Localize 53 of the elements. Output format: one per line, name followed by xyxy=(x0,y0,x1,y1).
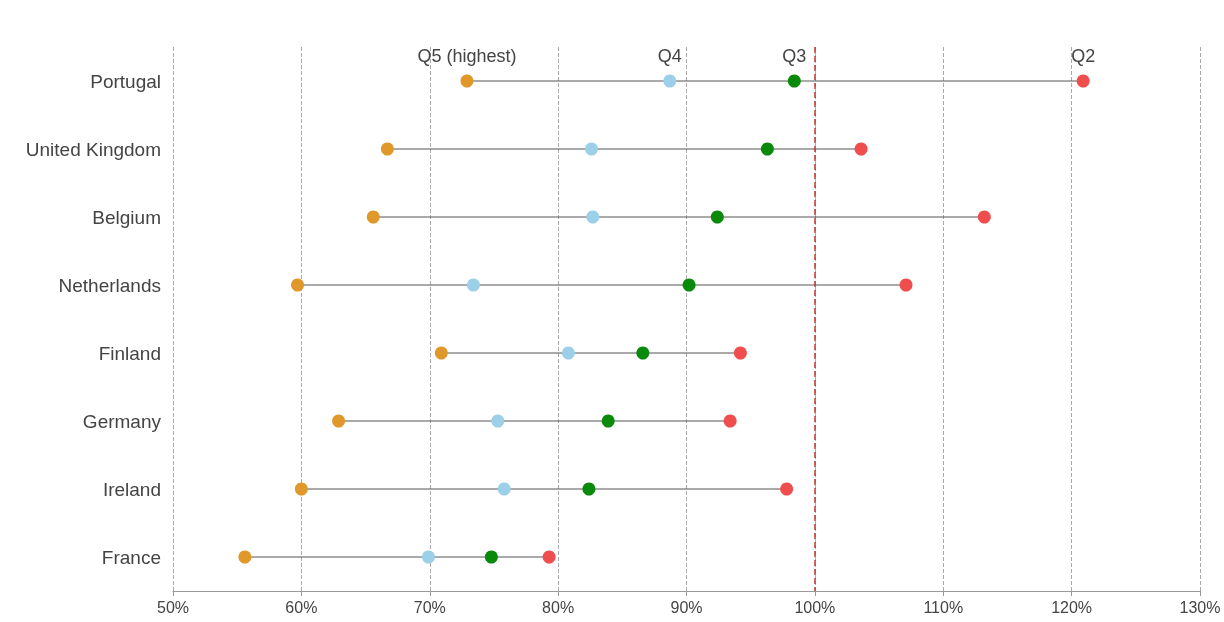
point xyxy=(380,142,394,156)
x-tick-label: 130% xyxy=(1179,598,1221,616)
point xyxy=(682,278,696,292)
point xyxy=(434,346,448,360)
point xyxy=(601,414,615,428)
point xyxy=(582,482,596,496)
point xyxy=(585,142,598,156)
y-tick-label: Belgium xyxy=(92,206,161,228)
y-tick-label: United Kingdom xyxy=(25,138,161,160)
point xyxy=(977,210,991,224)
point xyxy=(760,142,774,156)
point xyxy=(1076,74,1090,88)
point xyxy=(491,414,505,428)
point xyxy=(780,482,794,496)
point xyxy=(586,210,600,224)
y-tick-label: France xyxy=(101,546,161,568)
point xyxy=(332,414,346,428)
series-label: Q3 xyxy=(782,45,807,66)
point xyxy=(421,550,435,564)
x-tick-label: 70% xyxy=(413,598,446,616)
point xyxy=(636,346,650,360)
x-tick-label: 120% xyxy=(1051,598,1093,616)
series-label: Q5 (highest) xyxy=(417,45,517,66)
point xyxy=(460,74,474,88)
point xyxy=(854,142,868,156)
x-tick-label: 50% xyxy=(156,598,190,616)
x-tick-label: 60% xyxy=(285,598,318,616)
x-tick-label: 80% xyxy=(542,598,575,616)
point xyxy=(899,278,913,292)
y-tick-label: Portugal xyxy=(90,70,161,92)
x-tick-label: 90% xyxy=(670,598,703,616)
point xyxy=(710,210,724,224)
point xyxy=(294,482,308,496)
y-tick-label: Finland xyxy=(98,342,161,364)
point xyxy=(291,278,305,292)
x-tick-label: 100% xyxy=(794,598,836,616)
y-tick-label: Germany xyxy=(82,410,162,432)
point xyxy=(466,278,480,292)
point xyxy=(238,550,252,564)
x-tick-label: 110% xyxy=(923,598,964,616)
point xyxy=(787,74,801,88)
series-label: Q2 xyxy=(1071,45,1096,66)
point xyxy=(723,414,737,428)
point xyxy=(561,346,575,360)
y-tick-label: Netherlands xyxy=(58,274,161,296)
series-label: Q4 xyxy=(657,45,682,66)
point xyxy=(542,550,556,564)
y-tick-label: Ireland xyxy=(102,478,161,500)
point xyxy=(484,550,498,564)
point xyxy=(733,346,747,360)
point xyxy=(497,482,511,496)
point xyxy=(366,210,380,224)
point xyxy=(663,74,677,88)
